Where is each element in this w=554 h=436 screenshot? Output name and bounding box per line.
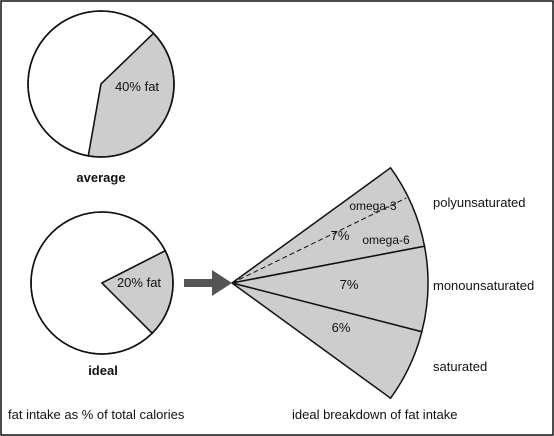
arrow-shape: [184, 270, 232, 296]
fat-breakdown-fan: omega-3 omega-6 7% 7% 6%: [231, 166, 429, 400]
saturated-wedge: [231, 282, 423, 400]
omega-6-label: omega-6: [362, 233, 410, 247]
caption-right: ideal breakdown of fat intake: [292, 407, 458, 422]
legend-polyunsaturated: polyunsaturated: [433, 195, 526, 210]
average-pie-label: average: [76, 170, 125, 185]
omega-3-label: omega-3: [349, 199, 397, 213]
ideal-fat-label: 20% fat: [117, 275, 161, 290]
average-fat-label: 40% fat: [115, 79, 159, 94]
omega-divider-line: [231, 197, 407, 284]
saturated-value-label: 6%: [332, 320, 351, 335]
ideal-pie-outline: [30, 211, 174, 355]
caption-left: fat intake as % of total calories: [8, 407, 185, 422]
legend-monounsaturated: monounsaturated: [433, 278, 534, 293]
monounsaturated-value-label: 7%: [340, 277, 359, 292]
average-pie-outline: [27, 10, 175, 158]
polyunsaturated-value-label: 7%: [331, 228, 350, 243]
ideal-pie-label: ideal: [88, 363, 118, 378]
arrow: [184, 270, 232, 296]
ideal-pie: 20% fat ideal: [30, 211, 174, 378]
legend-saturated: saturated: [433, 359, 487, 374]
average-pie: 40% fat average: [27, 10, 175, 185]
